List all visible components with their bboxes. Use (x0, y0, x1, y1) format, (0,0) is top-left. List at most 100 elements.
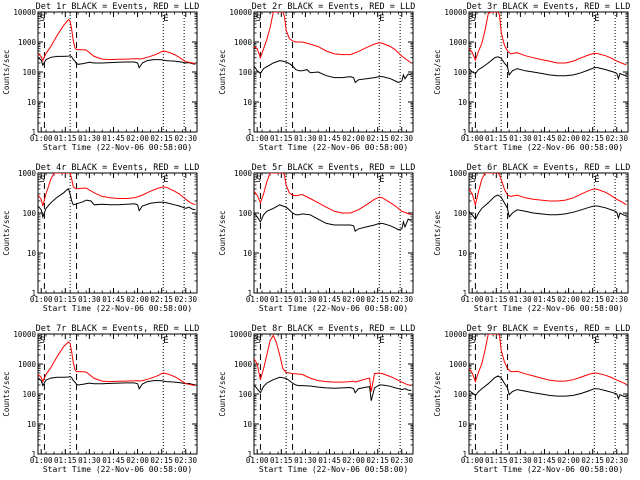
series-line-lld (38, 173, 196, 207)
x-tick-label: 02:30 (174, 134, 197, 143)
x-tick-label: 01:45 (318, 134, 341, 143)
y-tick-label: 1 (31, 289, 36, 298)
x-tick-label: 02:30 (605, 134, 628, 143)
series-line-events (469, 56, 627, 81)
x-axis-label: Start Time (22-Nov-06 00:58:00) (43, 465, 192, 474)
x-tick-label: 01:30 (294, 134, 317, 143)
plot-frame (253, 333, 414, 455)
x-tick-label: 01:45 (318, 456, 341, 465)
x-tick-label: 01:15 (485, 134, 508, 143)
series-line-lld (469, 12, 627, 66)
x-tick-label: 02:15 (581, 295, 604, 304)
plot-frame (468, 172, 629, 294)
x-tick-label: 01:45 (318, 295, 341, 304)
x-axis-label: Start Time (22-Nov-06 00:58:00) (474, 143, 623, 152)
chart-title: Det 7r BLACK = Events, RED = LLD (36, 324, 200, 334)
x-tick-label: 01:15 (54, 134, 77, 143)
x-tick-label: 01:45 (102, 295, 125, 304)
chart-panel-9: Det 9r BLACK = Events, RED = LLD 1 10 100 10… (433, 324, 630, 474)
y-axis-label: Counts/sec (218, 49, 227, 94)
x-tick-label: 02:30 (174, 456, 197, 465)
y-tick-label: 1000 (449, 169, 468, 178)
x-tick-label: 01:15 (270, 295, 293, 304)
x-axis-label: Start Time (22-Nov-06 00:58:00) (43, 304, 192, 313)
x-tick-label: 02:15 (150, 456, 173, 465)
x-tick-label: 02:30 (390, 295, 413, 304)
x-tick-label: 02:30 (390, 134, 413, 143)
y-tick-label: 100 (238, 390, 252, 399)
x-tick-label: 01:00 (461, 134, 484, 143)
y-tick-label: 1000 (449, 38, 468, 47)
series-line-lld (38, 18, 196, 65)
x-tick-label: 02:00 (342, 134, 365, 143)
marker-s: S (471, 175, 476, 185)
plot-frame (37, 333, 198, 455)
x-tick-label: 01:15 (485, 456, 508, 465)
x-tick-label: 02:00 (342, 295, 365, 304)
marker-s: S (40, 14, 45, 24)
series-line-lld (469, 334, 627, 385)
marker-e: E (379, 336, 384, 346)
series-line-lld (38, 341, 196, 387)
plot-frame (253, 11, 414, 133)
y-tick-label: 10 (243, 249, 253, 258)
series-line-events (38, 55, 196, 69)
x-tick-label: 01:00 (461, 295, 484, 304)
y-axis-label: Counts/sec (433, 210, 442, 255)
x-tick-label: 02:00 (557, 456, 580, 465)
y-axis-label: Counts/sec (433, 371, 442, 416)
series-line-lld (469, 173, 627, 207)
chart-panel-4: Det 4r BLACK = Events, RED = LLD 1 10 100 10… (2, 163, 199, 313)
marker-s: S (256, 14, 261, 24)
x-tick-label: 01:30 (509, 456, 532, 465)
x-tick-label: 02:15 (366, 134, 389, 143)
x-tick-label: 02:15 (150, 295, 173, 304)
x-tick-label: 01:15 (485, 295, 508, 304)
marker-s: S (256, 175, 261, 185)
x-tick-label: 01:15 (54, 456, 77, 465)
x-axis-label: Start Time (22-Nov-06 00:58:00) (259, 465, 408, 474)
x-tick-label: 02:00 (342, 456, 365, 465)
x-tick-label: 01:15 (270, 134, 293, 143)
y-tick-label: 10000 (444, 330, 467, 339)
chart-panel-8: Det 8r BLACK = Events, RED = LLD 1 10 100 10… (218, 324, 415, 474)
x-tick-label: 01:30 (78, 295, 101, 304)
series-line-lld (254, 173, 412, 216)
x-tick-label: 01:45 (102, 456, 125, 465)
y-axis-label: Counts/sec (218, 371, 227, 416)
y-tick-label: 100 (238, 209, 252, 218)
chart-panel-5: Det 5r BLACK = Events, RED = LLD 1 10 100 10… (218, 163, 415, 313)
x-axis-label: Start Time (22-Nov-06 00:58:00) (474, 304, 623, 313)
y-tick-label: 1 (247, 450, 252, 459)
y-tick-label: 100 (22, 390, 36, 399)
y-tick-label: 1000 (18, 360, 37, 369)
y-tick-label: 1000 (234, 360, 253, 369)
series-line-events (254, 60, 412, 84)
x-tick-label: 02:30 (605, 456, 628, 465)
y-axis-label: Counts/sec (2, 49, 11, 94)
marker-e: E (163, 175, 168, 185)
marker-s: S (40, 336, 45, 346)
marker-e: E (594, 14, 599, 24)
y-axis-label: Counts/sec (218, 210, 227, 255)
y-axis-label: Counts/sec (2, 210, 11, 255)
y-tick-label: 10 (458, 420, 468, 429)
x-tick-label: 02:00 (557, 134, 580, 143)
x-tick-label: 01:15 (270, 456, 293, 465)
y-tick-label: 10000 (229, 8, 252, 17)
marker-e: E (163, 14, 168, 24)
chart-title: Det 4r BLACK = Events, RED = LLD (36, 163, 200, 173)
x-axis-label: Start Time (22-Nov-06 00:58:00) (43, 143, 192, 152)
chart-title: Det 2r BLACK = Events, RED = LLD (252, 2, 416, 12)
y-tick-label: 1 (247, 128, 252, 137)
x-tick-label: 02:30 (174, 295, 197, 304)
marker-e: E (594, 336, 599, 346)
y-tick-label: 1000 (234, 38, 253, 47)
chart-panel-3: Det 3r BLACK = Events, RED = LLD 1 10 100 10… (433, 2, 630, 152)
x-tick-label: 01:15 (54, 295, 77, 304)
x-tick-label: 01:00 (30, 134, 53, 143)
chart-panel-6: Det 6r BLACK = Events, RED = LLD 1 10 100 10… (433, 163, 630, 313)
x-tick-label: 01:00 (246, 295, 269, 304)
marker-e: E (594, 175, 599, 185)
y-tick-label: 1 (31, 128, 36, 137)
